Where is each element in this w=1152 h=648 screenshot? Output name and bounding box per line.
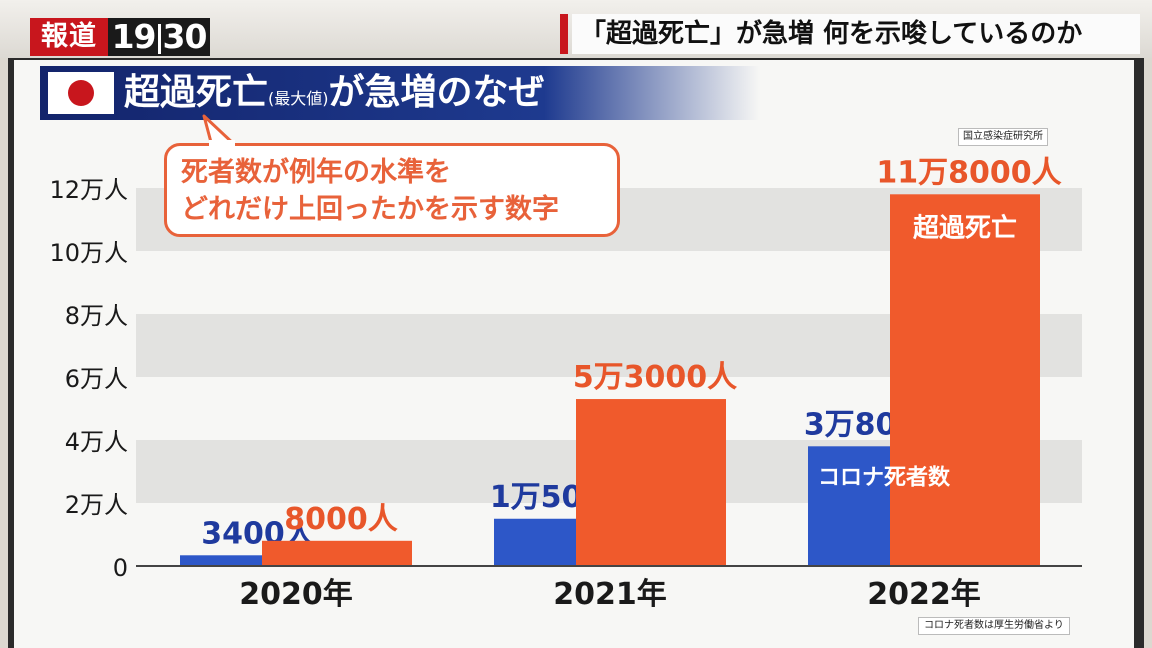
callout-box: 死者数が例年の水準を どれだけ上回ったかを示す数字 <box>164 143 620 237</box>
bar-covid-deaths <box>180 555 332 566</box>
source-top: 国立感染症研究所 <box>958 128 1048 146</box>
in-bar-label-covid: コロナ死者数 <box>818 464 951 490</box>
y-tick-label: 10万人 <box>49 239 128 267</box>
callout-line-2: どれだけ上回ったかを示す数字 <box>181 194 559 225</box>
bar-excess-deaths <box>576 399 726 566</box>
flag-sun <box>68 80 94 106</box>
title-suffix: が急増のなぜ <box>328 72 545 113</box>
bar-excess-deaths <box>262 540 412 566</box>
title-main: 超過死亡 <box>124 72 269 113</box>
y-tick-label: 2万人 <box>65 491 128 519</box>
program-logo: 報道 <box>30 18 108 56</box>
y-tick-label: 0 <box>113 554 128 582</box>
source-bottom: コロナ死者数は厚生労働省より <box>918 617 1070 635</box>
y-tick-label: 4万人 <box>65 428 128 456</box>
x-category-label: 2022年 <box>867 577 981 612</box>
data-label: 11万8000人 <box>876 155 1061 190</box>
program-time: 19 30 <box>108 18 210 56</box>
data-label: 5万3000人 <box>573 360 737 395</box>
chart-title: 超過死亡(最大値)が急増のなぜ <box>124 68 545 118</box>
data-label: 8000人 <box>284 502 398 537</box>
time-minute: 30 <box>162 17 208 56</box>
x-category-label: 2021年 <box>553 577 667 612</box>
callout-tail-join <box>209 140 235 148</box>
y-tick-label: 8万人 <box>65 302 128 330</box>
title-note: (最大値) <box>268 89 329 108</box>
time-separator <box>157 23 161 54</box>
y-tick-label: 6万人 <box>65 365 128 393</box>
time-hour: 19 <box>111 17 157 56</box>
in-bar-label-excess: 超過死亡 <box>913 212 1017 243</box>
headline: 「超過死亡」が急増 何を示唆しているのか <box>572 14 1140 54</box>
bar-excess-deaths <box>890 194 1040 567</box>
callout-line-1: 死者数が例年の水準を <box>181 157 451 188</box>
title-band <box>40 66 760 120</box>
x-category-label: 2020年 <box>239 577 353 612</box>
y-tick-label: 12万人 <box>49 176 128 204</box>
headline-accent <box>560 14 568 54</box>
